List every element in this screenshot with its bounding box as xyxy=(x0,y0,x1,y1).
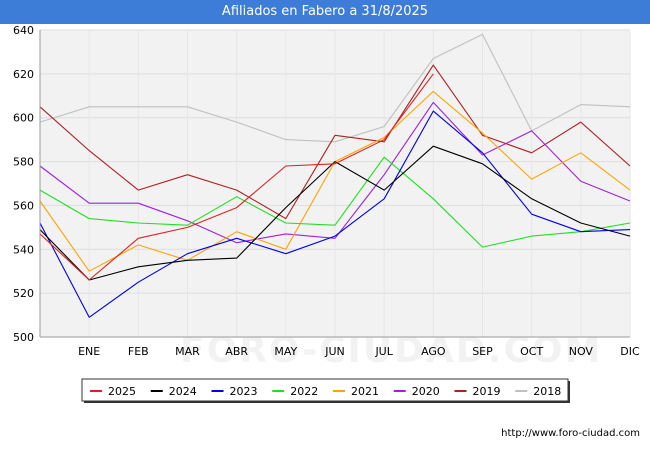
y-tick-label: 620 xyxy=(13,68,34,81)
legend-label-2018: 2018 xyxy=(533,385,561,398)
legend-label-2024: 2024 xyxy=(169,385,197,398)
series-line-2020 xyxy=(39,101,631,244)
series-line-2019 xyxy=(39,64,631,220)
y-tick-label: 600 xyxy=(13,112,34,125)
x-tick-label: MAY xyxy=(274,345,297,358)
legend-label-2023: 2023 xyxy=(230,385,258,398)
legend-label-2019: 2019 xyxy=(473,385,501,398)
x-tick-label: DIC xyxy=(620,345,640,358)
series-line-2025 xyxy=(39,73,434,281)
x-tick-label: NOV xyxy=(569,345,594,358)
legend-label-2020: 2020 xyxy=(412,385,440,398)
y-tick-label: 640 xyxy=(13,24,34,37)
chart-title: Afiliados en Fabero a 31/8/2025 xyxy=(221,4,429,19)
source-url: http://www.foro-ciudad.com xyxy=(501,428,640,439)
title-bar xyxy=(0,0,650,24)
x-tick-label: AGO xyxy=(421,345,446,358)
x-tick-label: MAR xyxy=(175,345,200,358)
x-tick-label: OCT xyxy=(520,345,543,358)
y-tick-label: 580 xyxy=(13,156,34,169)
series-line-2023 xyxy=(39,110,631,318)
series-line-2024 xyxy=(39,145,631,281)
y-tick-label: 520 xyxy=(13,287,34,300)
legend-label-2021: 2021 xyxy=(351,385,379,398)
legend-label-2022: 2022 xyxy=(290,385,318,398)
y-tick-label: 500 xyxy=(13,331,34,344)
x-tick-label: ABR xyxy=(225,345,248,358)
x-tick-label: FEB xyxy=(128,345,149,358)
y-tick-label: 560 xyxy=(13,199,34,212)
legend-box xyxy=(81,378,569,402)
x-tick-label: SEP xyxy=(472,345,493,358)
x-tick-label: JUL xyxy=(374,345,393,358)
x-tick-label: JUN xyxy=(324,345,345,358)
series-line-2022 xyxy=(39,156,631,248)
legend-label-2025: 2025 xyxy=(108,385,136,398)
y-tick-label: 540 xyxy=(13,243,34,256)
x-tick-label: ENE xyxy=(78,345,100,358)
